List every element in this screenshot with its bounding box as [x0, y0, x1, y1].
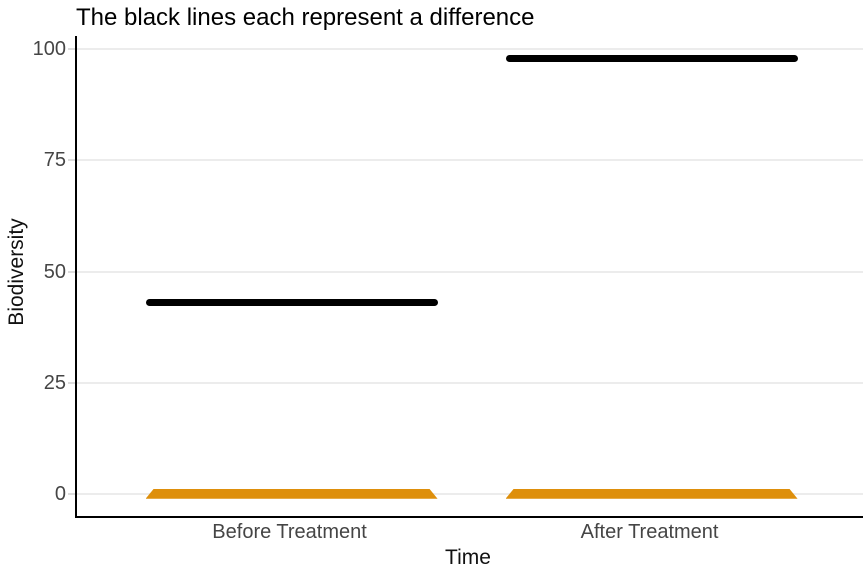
y-tick-mark	[68, 270, 75, 273]
y-tick-mark	[68, 492, 75, 495]
black-difference-line-segment	[505, 54, 798, 62]
y-tick-label: 50	[43, 260, 66, 283]
x-axis-title: Time	[445, 546, 491, 569]
orange-baseline-line-segment	[505, 488, 798, 499]
y-tick-label: 25	[43, 371, 66, 394]
x-tick-label: Before Treatment	[212, 521, 367, 543]
y-tick-mark	[68, 381, 75, 384]
y-gridline	[77, 492, 863, 495]
y-tick-label: 100	[32, 38, 66, 61]
y-tick-label: 75	[43, 149, 66, 172]
x-tick-label: After Treatment	[580, 521, 719, 543]
chart-title: The black lines each represent a differe…	[76, 4, 535, 31]
orange-baseline-line-segment	[145, 488, 438, 499]
y-gridline	[77, 48, 863, 51]
y-tick-label: 0	[54, 482, 66, 505]
y-tick-mark	[68, 159, 75, 162]
y-gridline	[77, 270, 863, 273]
y-tick-mark	[68, 48, 75, 51]
black-difference-line-segment	[145, 299, 438, 307]
y-gridline	[77, 159, 863, 162]
plot-panel	[75, 36, 863, 518]
y-gridline	[77, 381, 863, 384]
